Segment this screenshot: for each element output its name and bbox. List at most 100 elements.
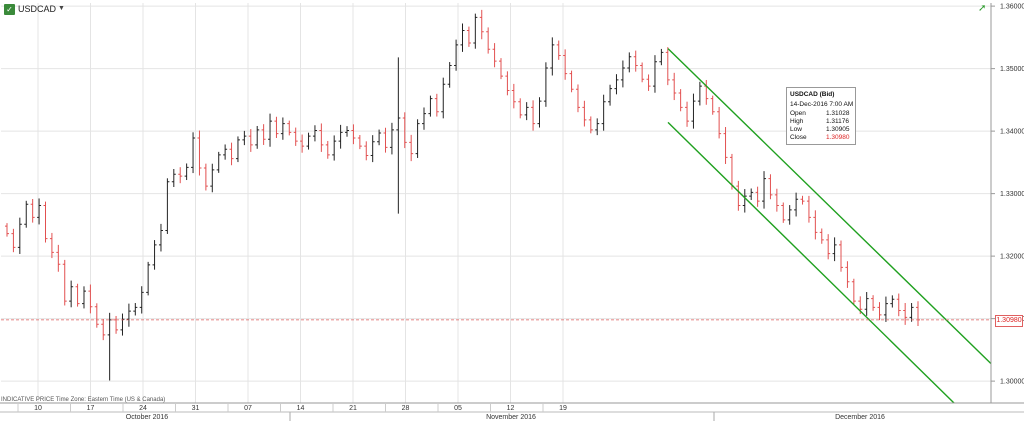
ohlc-bar: [819, 228, 824, 244]
ohlc-bar: [473, 13, 478, 49]
ohlc-bar: [460, 23, 465, 52]
ohlc-bar: [94, 303, 99, 328]
ohlc-bar: [531, 100, 536, 131]
ohlc-bar: [197, 130, 202, 176]
ohlc-bar: [133, 303, 138, 316]
ohlc-bar: [794, 192, 799, 217]
ohlc-bar: [845, 261, 850, 288]
ohlc-bar: [537, 97, 542, 128]
ohlc-bar: [152, 240, 157, 270]
ohlc-bar: [88, 284, 93, 314]
ohlc-bar: [306, 132, 311, 150]
ohlc-bar: [30, 199, 35, 223]
ohlc-bar: [498, 58, 503, 80]
ohlc-bar: [633, 50, 638, 72]
ohlc-bar: [319, 123, 324, 152]
ohlc-bar: [383, 127, 388, 153]
ohlc-bar: [191, 132, 196, 174]
ohlc-bar: [178, 167, 183, 184]
ohlc-bar: [909, 303, 914, 322]
x-tick-label: 14: [297, 405, 305, 412]
ohlc-bar: [396, 57, 401, 214]
ohlc-bar: [749, 188, 754, 201]
tooltip-value: 1.31176: [826, 118, 850, 125]
ohlc-bar: [146, 261, 151, 296]
ohlc-bar: [806, 195, 811, 223]
ohlc-bar: [11, 228, 16, 253]
tooltip-label: Low: [790, 126, 802, 133]
ohlc-bar: [454, 39, 459, 71]
ohlc-bar: [601, 94, 606, 131]
ohlc-bar: [851, 278, 856, 305]
ohlc-bar: [883, 296, 888, 322]
x-tick-label: 10: [34, 405, 42, 412]
month-label: November 2016: [486, 414, 536, 421]
ohlc-bar: [402, 112, 407, 149]
ohlc-bar: [762, 171, 767, 209]
ohlc-bar: [511, 83, 516, 109]
x-tick-label: 07: [244, 405, 252, 412]
ohlc-bar: [717, 106, 722, 139]
ohlc-bar: [332, 135, 337, 161]
ohlc-bar: [293, 127, 298, 146]
y-tick-label: 1.35000: [1000, 66, 1024, 73]
ohlc-bar: [877, 302, 882, 321]
ohlc-bar: [126, 303, 131, 327]
ohlc-bar: [826, 234, 831, 260]
ohlc-bar: [697, 81, 702, 106]
ohlc-bar: [640, 62, 645, 83]
ohlc-bar: [903, 303, 908, 325]
month-label: December 2016: [835, 414, 885, 421]
chart-icon[interactable]: ✓: [4, 4, 15, 15]
caret-down-icon[interactable]: ▼: [58, 5, 65, 12]
ohlc-bar: [69, 280, 74, 308]
ohlc-bar: [37, 198, 42, 225]
ohlc-bar: [81, 286, 86, 309]
x-tick-label: 31: [192, 405, 200, 412]
tooltip-title: USDCAD (Bid): [790, 91, 835, 98]
ohlc-bar: [345, 126, 350, 137]
ohlc-bar: [370, 135, 375, 163]
ohlc-bar: [524, 102, 529, 121]
ohlc-bar: [325, 140, 330, 159]
ohlc-bar: [896, 293, 901, 317]
ohlc-bar: [242, 130, 247, 146]
ohlc-bar: [274, 116, 279, 138]
ohlc-bar: [210, 163, 215, 193]
ohlc-bar: [864, 292, 869, 316]
ohlc-bar: [774, 188, 779, 212]
ohlc-bar: [158, 223, 163, 252]
ohlc-bar: [184, 163, 189, 181]
ohlc-bar: [216, 151, 221, 173]
ohlc-bar: [415, 119, 420, 158]
ohlc-bar: [235, 136, 240, 163]
ohlc-bar: [839, 240, 844, 272]
x-tick-label: 19: [559, 405, 567, 412]
ohlc-bar: [518, 98, 523, 119]
ohlc-bar: [75, 283, 80, 307]
ohlc-bar: [890, 295, 895, 308]
ohlc-bar: [101, 319, 106, 341]
ohlc-bar: [62, 259, 67, 306]
ohlc-bar: [17, 217, 22, 254]
ohlc-bar: [588, 116, 593, 134]
tooltip-label: Open: [790, 110, 806, 117]
ohlc-bar: [723, 127, 728, 164]
ohlc-bar: [447, 62, 452, 88]
expand-arrow-icon[interactable]: ➚: [978, 3, 987, 14]
ohlc-bar: [5, 223, 9, 237]
ohlc-bar: [441, 77, 446, 119]
ohlc-bar: [813, 210, 818, 240]
ohlc-bar: [229, 142, 234, 166]
current-price-label: 1.30980: [995, 315, 1023, 327]
ohlc-bar: [787, 205, 792, 225]
ohlc-bar: [595, 118, 600, 136]
ohlc-bar: [364, 141, 369, 161]
ohlc-bar: [550, 37, 555, 76]
symbol-label[interactable]: USDCAD: [18, 4, 57, 14]
ohlc-bar: [646, 74, 651, 91]
ohlc-bar: [268, 113, 273, 147]
ohlc-bar: [614, 74, 619, 95]
ohlc-bar: [563, 49, 568, 80]
